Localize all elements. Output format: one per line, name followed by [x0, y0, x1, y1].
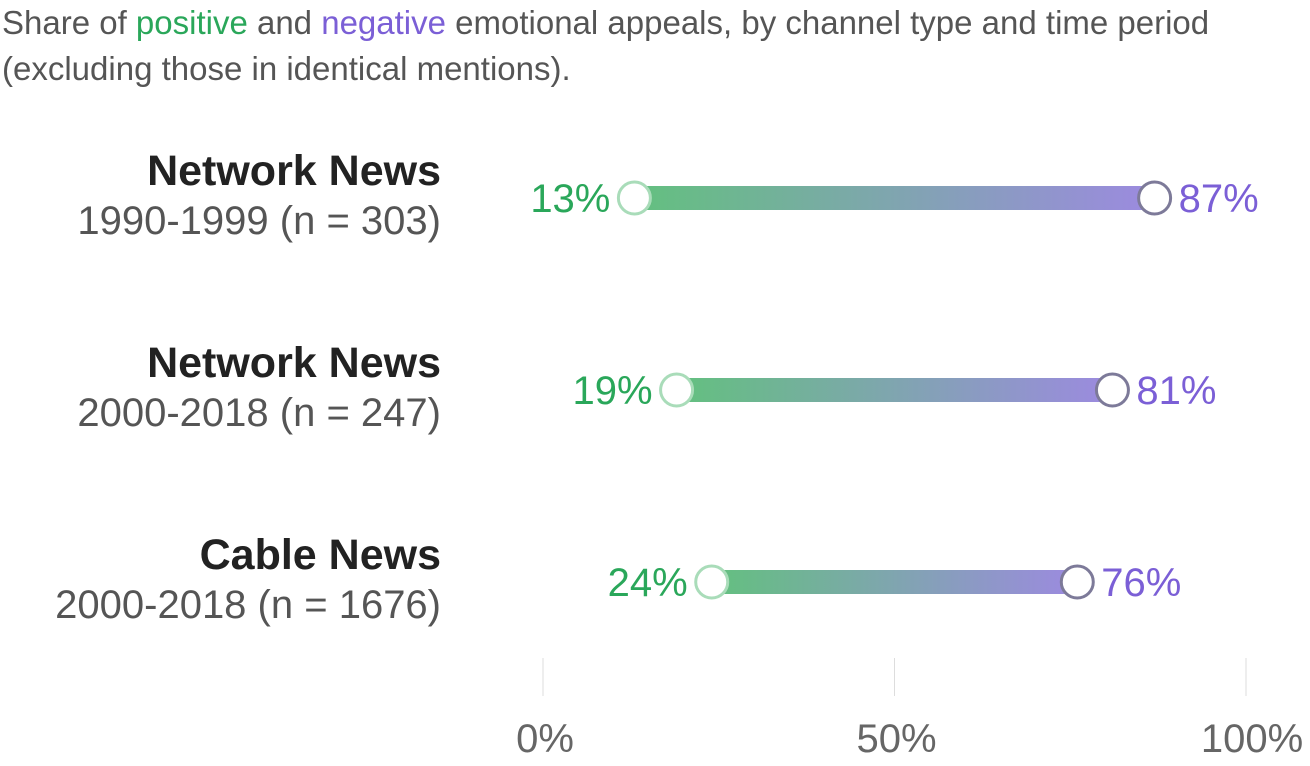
title-negative-word: negative [321, 4, 446, 41]
positive-value-label: 19% [573, 369, 653, 413]
positive-marker [616, 180, 652, 216]
title-part-3: emotional appeals, by channel type and t… [2, 4, 1210, 87]
x-tick-label: 0% [516, 717, 574, 761]
positive-value-label: 13% [530, 177, 610, 221]
negative-marker [1059, 564, 1095, 600]
range-bar [676, 378, 1113, 402]
row-name: Cable News [199, 531, 441, 579]
range-bar [634, 186, 1155, 210]
dumbbell-row: 19% 81% [573, 369, 1217, 413]
x-axis-ticks: 0% 50% 100% [516, 717, 1303, 761]
row-name: Network News [147, 147, 441, 195]
dumbbell-bars: 13% 87% 19% 81% 24% 76% [530, 177, 1258, 605]
negative-value-label: 81% [1136, 369, 1216, 413]
row-label-0: Network News 1990-1999 (n = 303) [77, 146, 441, 246]
title-part-2: and [247, 4, 322, 41]
dumbbell-row: 13% 87% [530, 177, 1258, 221]
x-tick-label: 50% [856, 717, 936, 761]
negative-marker [1094, 372, 1130, 408]
row-label-1: Network News 2000-2018 (n = 247) [77, 338, 441, 438]
row-subtitle: 1990-1999 (n = 303) [77, 199, 441, 243]
positive-value-label: 24% [608, 561, 688, 605]
negative-value-label: 76% [1101, 561, 1181, 605]
row-subtitle: 2000-2018 (n = 1676) [55, 583, 441, 627]
row-name: Network News [147, 339, 441, 387]
negative-value-label: 87% [1179, 177, 1259, 221]
row-label-2: Cable News 2000-2018 (n = 1676) [55, 530, 441, 630]
grid-lines [542, 658, 1247, 696]
row-subtitle: 2000-2018 (n = 247) [77, 391, 441, 435]
dumbbell-row: 24% 76% [608, 561, 1182, 605]
title-positive-word: positive [135, 4, 248, 41]
title-part-1: Share of [2, 4, 136, 41]
chart-title: Share of positive and negative emotional… [2, 0, 1302, 92]
negative-marker [1137, 180, 1173, 216]
positive-marker [694, 564, 730, 600]
positive-marker [659, 372, 695, 408]
x-tick-label: 100% [1201, 717, 1303, 761]
range-bar [711, 570, 1078, 594]
